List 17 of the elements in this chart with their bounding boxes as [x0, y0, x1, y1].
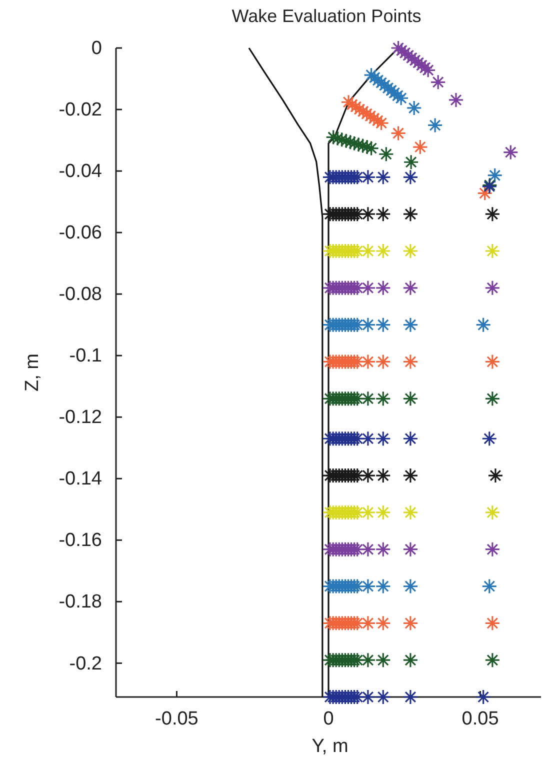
chart-title: Wake Evaluation Points [232, 6, 422, 26]
y-tick-label: -0.16 [58, 530, 102, 552]
y-tick-label: -0.04 [58, 161, 102, 182]
x-tick-label: 0 [323, 708, 334, 730]
x-axis-title: Y, m [312, 736, 348, 757]
y-tick-label: -0.18 [58, 592, 102, 613]
y-tick-label: -0.08 [58, 284, 102, 306]
y-tick-label: -0.14 [58, 468, 102, 490]
y-tick-label: -0.1 [69, 346, 102, 367]
y-tick-label: -0.2 [69, 653, 102, 674]
y-tick-label: -0.06 [58, 222, 102, 244]
y-tick-label: -0.12 [58, 407, 102, 428]
x-tick-label: 0.05 [462, 708, 499, 730]
x-tick-label: -0.05 [155, 708, 198, 730]
y-tick-label: -0.02 [58, 100, 102, 121]
y-axis-title: Z, m [22, 354, 43, 392]
y-tick-label: 0 [91, 38, 102, 60]
